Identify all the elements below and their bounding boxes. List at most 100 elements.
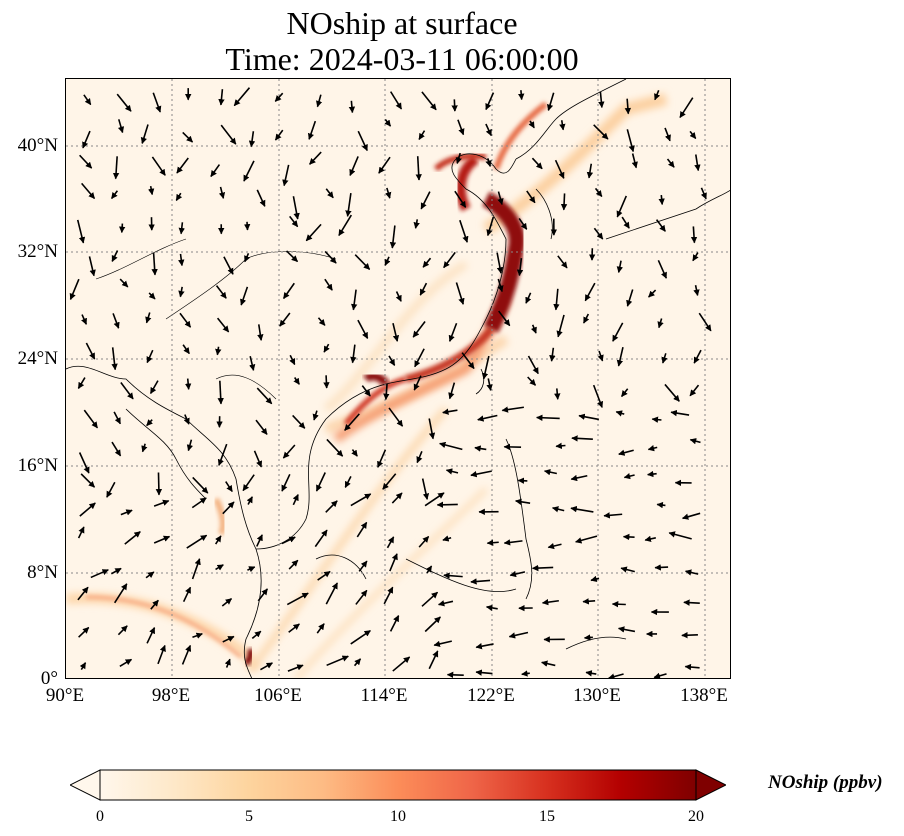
wind-arrow (508, 631, 529, 639)
wind-arrow (249, 356, 256, 371)
wind-arrow (422, 257, 432, 268)
wind-arrow (442, 535, 452, 542)
wind-arrow (603, 512, 623, 519)
wind-arrow (124, 530, 141, 545)
wind-arrow (257, 588, 269, 602)
wind-arrow (531, 157, 543, 170)
wind-arrow (145, 312, 152, 324)
wind-arrow (583, 634, 593, 641)
wind-arrow (155, 472, 163, 496)
wind-arrow (555, 442, 566, 450)
wind-arrow (186, 439, 194, 452)
wind-arrow (690, 226, 698, 244)
wind-arrow (77, 586, 89, 601)
wind-arrow (421, 478, 430, 500)
wind-arrow (348, 100, 356, 114)
wind-arrow (559, 120, 566, 131)
wind-arrow (616, 195, 628, 218)
wind-arrow (225, 481, 233, 493)
lon-label-114: 114°E (360, 685, 408, 706)
wind-arrow (82, 130, 91, 149)
map-panel[interactable] (65, 78, 731, 679)
wind-arrow (140, 124, 149, 145)
wind-arrow (289, 215, 299, 228)
colorbar-tick-20: 20 (688, 808, 704, 825)
wind-arrow (692, 252, 699, 262)
wind-arrow (445, 468, 459, 475)
wind-arrow (119, 278, 129, 288)
wind-arrow (120, 509, 133, 516)
wind-arrow (305, 223, 322, 242)
wind-arrow (151, 252, 158, 276)
wind-arrow (80, 473, 96, 488)
wind-arrow (554, 159, 565, 179)
wind-arrow (593, 227, 604, 240)
wind-arrow (560, 193, 568, 211)
wind-arrow (242, 474, 255, 492)
wind-arrow (357, 130, 368, 152)
wind-arrow (222, 635, 235, 643)
wind-arrow (451, 99, 458, 112)
wind-arrow (457, 119, 465, 136)
wind-arrow (443, 251, 456, 269)
wind-arrow (657, 259, 668, 279)
wind-arrow (664, 383, 680, 402)
wind-arrow (656, 501, 666, 509)
wind-arrow (461, 352, 475, 370)
wind-arrow (377, 449, 387, 468)
wind-arrow (274, 92, 284, 102)
wind-arrow (315, 94, 323, 108)
wind-arrow (683, 599, 700, 606)
wind-arrow (611, 601, 626, 608)
wind-arrow (78, 452, 90, 474)
wind-arrow (106, 481, 116, 498)
wind-arrow (88, 256, 96, 277)
wind-arrow (654, 564, 669, 571)
lat-label-8: 8°N (27, 562, 58, 583)
wind-arrow (293, 377, 300, 385)
wind-arrow (221, 597, 233, 607)
wind-arrow (644, 535, 656, 543)
wind-arrow (260, 662, 273, 671)
wind-arrow (541, 598, 559, 606)
wind-arrow (670, 409, 690, 417)
wind-arrow (312, 410, 319, 421)
wind-arrow (223, 256, 234, 275)
wind-arrow (358, 560, 368, 572)
wind-arrow (501, 406, 524, 413)
wind-arrow (592, 384, 604, 408)
wind-arrow (316, 623, 325, 634)
wind-arrow (585, 670, 597, 677)
wind-arrow (413, 375, 422, 391)
wind-arrow (486, 378, 493, 391)
wind-arrow (148, 185, 155, 196)
wind-arrow (383, 586, 394, 605)
wind-arrow (286, 592, 309, 606)
lat-label-16: 16°N (17, 455, 58, 476)
wind-arrow (90, 569, 109, 579)
wind-arrow (608, 673, 624, 678)
wind-arrow (486, 216, 495, 237)
wind-arrow (77, 377, 86, 389)
wind-arrow (325, 188, 334, 199)
wind-arrow (256, 189, 266, 207)
wind-arrow (148, 292, 156, 300)
wind-arrow (485, 123, 492, 137)
wind-arrow (497, 191, 504, 206)
wind-arrow (631, 153, 638, 169)
wind-arrow (689, 438, 701, 445)
wind-arrow (281, 536, 296, 545)
wind-arrow (475, 643, 494, 650)
wind-arrow (255, 419, 268, 435)
wind-arrow (623, 473, 635, 480)
wind-arrow (647, 445, 658, 452)
wind-arrow (486, 539, 499, 546)
wind-arrow (324, 278, 333, 291)
wind-arrow (530, 324, 537, 334)
map-canvas (66, 79, 730, 678)
wind-arrow (179, 312, 192, 328)
wind-arrow (325, 582, 339, 605)
wind-arrow (497, 278, 504, 293)
wind-arrow (388, 407, 404, 427)
wind-arrow (700, 187, 707, 200)
